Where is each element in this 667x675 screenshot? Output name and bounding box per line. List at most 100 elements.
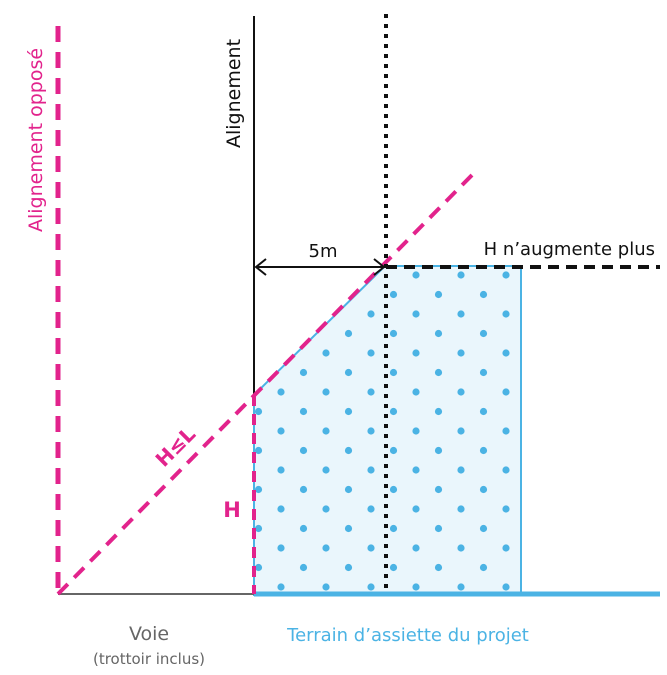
pattern-dot xyxy=(525,486,532,493)
pattern-dot xyxy=(412,271,420,279)
pattern-dot xyxy=(322,466,330,474)
pattern-dot xyxy=(412,349,420,357)
pattern-dot xyxy=(254,407,263,416)
pattern-dot xyxy=(525,291,532,298)
pattern-dot xyxy=(389,329,398,338)
pattern-dot xyxy=(232,310,239,317)
pattern-dot xyxy=(457,466,465,474)
pattern-dot xyxy=(434,407,443,416)
pattern-dot xyxy=(344,563,353,572)
pattern-dot xyxy=(367,466,375,474)
pattern-dot xyxy=(367,349,375,357)
pattern-dot xyxy=(434,563,443,572)
pattern-dot xyxy=(367,427,375,435)
pattern-dot xyxy=(277,583,285,591)
pattern-dot xyxy=(412,427,420,435)
pattern-dot xyxy=(344,446,353,455)
pattern-dot xyxy=(457,349,465,357)
pattern-dot xyxy=(525,525,532,532)
pattern-dot xyxy=(502,310,510,318)
pattern-dot xyxy=(277,505,285,513)
pattern-dot xyxy=(389,290,398,299)
pattern-dot xyxy=(299,407,308,416)
pattern-dot xyxy=(412,466,420,474)
pattern-dot xyxy=(479,329,488,338)
pattern-dot xyxy=(277,349,285,357)
pattern-dot xyxy=(299,524,308,533)
pattern-dot xyxy=(502,466,510,474)
pattern-dot xyxy=(502,388,510,396)
pattern-dot xyxy=(322,427,330,435)
pattern-dot xyxy=(367,505,375,513)
pattern-dot xyxy=(502,583,510,591)
pattern-dot xyxy=(322,544,330,552)
pattern-dot xyxy=(344,407,353,416)
pattern-dot xyxy=(322,583,330,591)
pattern-dot xyxy=(502,544,510,552)
pattern-dot xyxy=(367,310,375,318)
pattern-dot xyxy=(457,427,465,435)
pattern-dot xyxy=(232,583,239,590)
pattern-dot xyxy=(344,485,353,494)
pattern-dot xyxy=(277,427,285,435)
envelope-fill xyxy=(253,265,522,596)
pattern-dot xyxy=(525,330,532,337)
pattern-dot xyxy=(502,505,510,513)
pattern-dot xyxy=(254,485,263,494)
pattern-dot xyxy=(299,290,308,299)
pattern-dot xyxy=(254,446,263,455)
pattern-dot xyxy=(322,505,330,513)
pattern-dot xyxy=(322,349,330,357)
pattern-dot xyxy=(525,447,532,454)
pattern-dot xyxy=(412,310,420,318)
distance-label: 5m xyxy=(309,241,338,262)
pattern-dot xyxy=(479,524,488,533)
pattern-dot xyxy=(277,388,285,396)
pattern-dot xyxy=(457,310,465,318)
h-le-l-label: H≤L xyxy=(151,422,201,472)
pattern-dot xyxy=(479,407,488,416)
pattern-dot xyxy=(389,485,398,494)
pattern-dot xyxy=(344,524,353,533)
pattern-dot xyxy=(479,290,488,299)
pattern-dot xyxy=(479,368,488,377)
pattern-dot xyxy=(457,271,465,279)
pattern-dot xyxy=(434,290,443,299)
pattern-dot xyxy=(457,544,465,552)
pattern-dot xyxy=(344,329,353,338)
pattern-dot xyxy=(434,329,443,338)
pattern-dot xyxy=(479,563,488,572)
alignement-label: Alignement xyxy=(223,39,245,148)
pattern-dot xyxy=(254,329,263,338)
h-stop-label: H n’augmente plus xyxy=(484,239,655,260)
pattern-dot xyxy=(299,368,308,377)
pattern-dot xyxy=(277,271,285,279)
pattern-dot xyxy=(322,271,330,279)
pattern-dot xyxy=(525,369,532,376)
pattern-dot xyxy=(525,408,532,415)
pattern-dot xyxy=(299,563,308,572)
alignement-oppose-label: Alignement opposé xyxy=(25,48,47,232)
pattern-dot xyxy=(277,310,285,318)
pattern-dot xyxy=(232,466,239,473)
pattern-dot xyxy=(367,388,375,396)
pattern-dot xyxy=(322,310,330,318)
pattern-dot xyxy=(525,564,532,571)
pattern-dot xyxy=(389,368,398,377)
pattern-dot xyxy=(457,388,465,396)
pattern-dot xyxy=(232,388,239,395)
pattern-dot xyxy=(389,563,398,572)
pattern-dot xyxy=(232,271,239,278)
pattern-dot xyxy=(277,544,285,552)
pattern-dot xyxy=(502,427,510,435)
pattern-dot xyxy=(232,544,239,551)
pattern-dot xyxy=(254,563,263,572)
pattern-dot xyxy=(479,446,488,455)
pattern-dot xyxy=(322,388,330,396)
pattern-dot xyxy=(457,505,465,513)
pattern-dot xyxy=(254,524,263,533)
pattern-dot xyxy=(434,368,443,377)
pattern-dot xyxy=(502,349,510,357)
pattern-dot xyxy=(434,446,443,455)
